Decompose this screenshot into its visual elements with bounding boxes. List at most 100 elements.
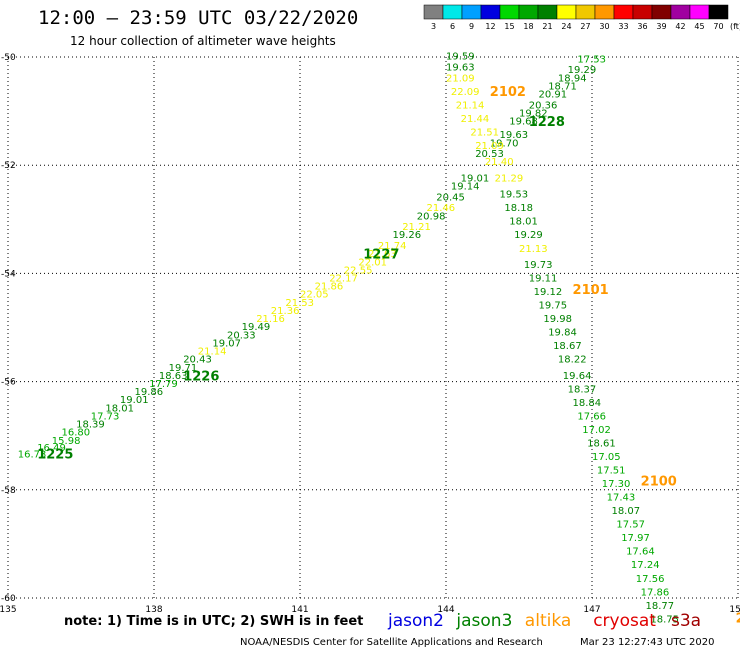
mission-label: s3a bbox=[671, 611, 701, 631]
legend-label: 36 bbox=[637, 22, 647, 31]
wave-height-label: 17.05 bbox=[592, 452, 621, 463]
wave-height-label: 19.71 bbox=[169, 363, 198, 374]
y-tick-label: -52 bbox=[1, 161, 16, 171]
wave-height-label: 19.59 bbox=[446, 52, 475, 63]
wave-height-label: 21.63 bbox=[368, 249, 397, 260]
wave-height-label: 19.01 bbox=[461, 173, 490, 184]
wave-height-label: 18.67 bbox=[553, 341, 582, 352]
legend-swatch bbox=[575, 4, 596, 20]
y-tick-label: -50 bbox=[1, 53, 16, 63]
x-tick-label: 150 bbox=[729, 605, 740, 615]
wave-height-label: 21.14 bbox=[198, 347, 227, 358]
wave-height-label: 19.53 bbox=[500, 190, 529, 201]
wave-height-label: 17.30 bbox=[602, 479, 631, 490]
wave-height-label: 19.63 bbox=[446, 63, 475, 74]
legend-label: 15 bbox=[504, 22, 514, 31]
pass-number-label: 1228 bbox=[529, 115, 565, 130]
wave-height-label: 19.14 bbox=[451, 182, 480, 193]
wave-height-label: 19.70 bbox=[490, 138, 519, 149]
legend-swatch bbox=[613, 4, 634, 20]
wave-height-label: 19.68 bbox=[509, 117, 538, 128]
wave-height-label: 18.39 bbox=[76, 420, 105, 431]
wave-height-label: 19.07 bbox=[212, 338, 241, 349]
legend-swatch bbox=[518, 4, 539, 20]
x-tick-label: 144 bbox=[437, 605, 454, 615]
axis-ticks: 135 138 141 144 147 150 -50 -52 -54 -56 -58 -60 bbox=[0, 53, 740, 615]
pass-number-label: 20 bbox=[736, 611, 740, 626]
wave-height-label: 22.17 bbox=[329, 274, 358, 285]
legend-label: 70 bbox=[713, 22, 723, 31]
wave-height-label: 16.49 bbox=[37, 443, 66, 454]
wave-height-label: 17.79 bbox=[149, 379, 178, 390]
x-tick-label: 138 bbox=[145, 605, 162, 615]
y-tick-label: -58 bbox=[1, 486, 16, 496]
wave-height-label: 17.53 bbox=[577, 54, 606, 65]
wave-height-label: 17.64 bbox=[626, 547, 655, 558]
wave-height-label: 15.98 bbox=[52, 436, 81, 447]
wave-height-label: 18.63 bbox=[159, 371, 188, 382]
legend-unit: (ft) bbox=[730, 22, 740, 31]
chart-subtitle: 12 hour collection of altimeter wave hei… bbox=[70, 34, 336, 48]
legend-swatch bbox=[670, 4, 691, 20]
legend-swatch bbox=[480, 4, 501, 20]
wave-height-label: 21.09 bbox=[446, 73, 475, 84]
wave-height-label: 20.91 bbox=[538, 90, 567, 101]
wave-height-label: 19.86 bbox=[135, 387, 164, 398]
wave-height-label: 20.36 bbox=[529, 100, 558, 111]
legend-swatch bbox=[499, 4, 520, 20]
legend-label: 45 bbox=[694, 22, 704, 31]
legend-label: 27 bbox=[580, 22, 590, 31]
mission-label: jason2 bbox=[387, 611, 444, 631]
x-tick-label: 135 bbox=[0, 605, 17, 615]
wave-height-label: 19.29 bbox=[568, 65, 597, 76]
plot-grid bbox=[7, 56, 739, 599]
wave-height-label: 18.94 bbox=[558, 73, 587, 84]
legend-swatch bbox=[423, 4, 444, 20]
legend-swatch bbox=[594, 4, 615, 20]
wave-height-label: 19.63 bbox=[500, 130, 529, 141]
wave-height-label: 18.01 bbox=[509, 217, 538, 228]
y-tick-label: -60 bbox=[1, 594, 16, 604]
wave-height-label: 18.77 bbox=[646, 601, 675, 612]
chart-title: 12:00 – 23:59 UTC 03/22/2020 bbox=[38, 7, 358, 29]
legend-swatch bbox=[689, 4, 710, 20]
wave-height-label: 20.53 bbox=[475, 149, 504, 160]
wave-height-label: 21.74 bbox=[378, 241, 407, 252]
wave-height-label: 17.24 bbox=[631, 560, 660, 571]
y-tick-label: -54 bbox=[1, 269, 16, 279]
wave-height-label: 20.43 bbox=[183, 355, 212, 366]
pass-number-label: 1226 bbox=[183, 370, 219, 385]
legend-label: 12 bbox=[485, 22, 495, 31]
pass-number-label: 2100 bbox=[641, 474, 677, 489]
legend-swatch bbox=[651, 4, 672, 20]
timestamp-text: Mar 23 12:27:43 UTC 2020 bbox=[580, 637, 715, 648]
wave-height-points: 16.7316.4915.9816.8018.3917.7318.0119.01… bbox=[18, 52, 679, 626]
wave-height-label: 20.45 bbox=[436, 192, 465, 203]
wave-height-label: 19.12 bbox=[534, 287, 563, 298]
wave-height-label: 18.07 bbox=[611, 506, 640, 517]
mission-legend: jason2 jason3 altika cryosat s3a bbox=[387, 611, 701, 631]
wave-height-label: 21.53 bbox=[285, 298, 314, 309]
legend-label: 6 bbox=[450, 22, 455, 31]
wave-height-label: 21.46 bbox=[427, 203, 456, 214]
legend-label: 33 bbox=[618, 22, 628, 31]
mission-label: jason3 bbox=[455, 611, 512, 631]
wave-height-label: 17.86 bbox=[641, 587, 670, 598]
wave-height-label: 17.66 bbox=[577, 411, 606, 422]
wave-height-label: 17.73 bbox=[91, 411, 120, 422]
x-tick-label: 141 bbox=[291, 605, 308, 615]
wave-height-label: 19.64 bbox=[563, 371, 592, 382]
wave-height-label: 17.51 bbox=[597, 466, 626, 477]
wave-height-label: 21.29 bbox=[495, 173, 524, 184]
wave-height-label: 21.14 bbox=[456, 100, 485, 111]
wave-height-label: 19.82 bbox=[519, 109, 548, 120]
wave-height-label: 17.97 bbox=[621, 533, 650, 544]
pass-number-label: 2102 bbox=[490, 85, 526, 100]
wave-height-label: 17.56 bbox=[636, 574, 665, 585]
legend-swatch bbox=[461, 4, 482, 20]
wave-height-label: 21.13 bbox=[519, 244, 548, 255]
legend-swatch bbox=[708, 4, 729, 20]
wave-height-label: 18.22 bbox=[558, 355, 587, 366]
wave-height-label: 22.09 bbox=[451, 87, 480, 98]
